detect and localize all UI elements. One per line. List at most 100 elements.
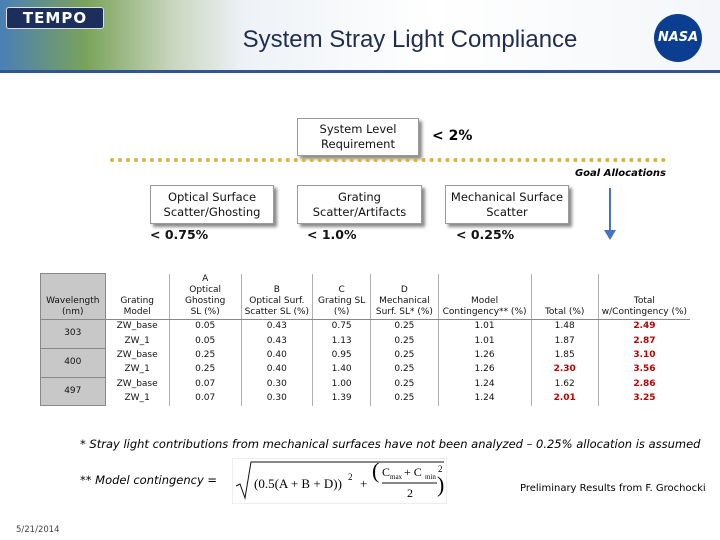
data-cell: 0.25	[370, 319, 439, 334]
header-band	[0, 0, 720, 72]
formula-denominator: 2	[407, 486, 413, 500]
data-cell: 0.40	[240, 362, 313, 378]
header-cell: Total w/Contingency (%)	[597, 273, 690, 320]
formula-sub: max	[390, 473, 403, 481]
data-cell: ZW_base	[104, 348, 170, 363]
formula-power: 2	[348, 472, 353, 482]
header-cell: D Mechanical Surf. SL* (%)	[370, 273, 439, 320]
header-line: Contingency** (%)	[442, 306, 527, 317]
header-cell: Total (%)	[530, 273, 599, 320]
data-cell: 2.87	[597, 333, 690, 349]
data-cell: 0.07	[168, 391, 242, 406]
data-row: ZW_1 0.05 0.43 1.13 0.25 1.01 1.87 2.87	[41, 333, 690, 349]
data-cell: 0.25	[370, 391, 439, 406]
data-cell: 2.49	[597, 319, 690, 334]
data-cell: 1.26	[437, 362, 532, 378]
header-cell: C Grating SL (%)	[312, 273, 371, 320]
data-row: ZW_1 0.07 0.30 1.39 0.25 1.24 2.01 3.25	[41, 391, 690, 406]
data-cell: 0.25	[370, 362, 439, 378]
data-cell: 1.62	[530, 377, 599, 392]
data-cell: 1.48	[530, 319, 599, 334]
header-rule	[0, 70, 720, 73]
allocation-value: < 1.0%	[307, 227, 357, 242]
header-line: Optical Surf.	[249, 295, 305, 306]
data-cell: 1.01	[437, 333, 532, 349]
data-cell: 1.40	[312, 362, 371, 378]
formula-sub: min	[425, 473, 436, 481]
header-line: Total (%)	[544, 306, 585, 317]
goal-label: Goal Allocations	[574, 168, 666, 179]
header-line: Grating	[120, 295, 154, 306]
title: System Stray Light Compliance	[242, 26, 578, 53]
requirement-box: System Level Requirement	[297, 118, 419, 156]
data-cell: ZW_base	[104, 319, 170, 334]
data-cell: 3.56	[597, 362, 690, 378]
data-cell: 1.24	[437, 391, 532, 406]
data-row: ZW_1 0.25 0.40 1.40 0.25 1.26 2.30 3.56	[41, 362, 690, 378]
header-line: Mechanical	[379, 295, 430, 306]
data-row: 497 ZW_base 0.07 0.30 1.00 0.25 1.24 1.62 2.86	[40, 376, 690, 407]
column-letter: B	[273, 284, 280, 295]
header-line: Total	[633, 295, 655, 306]
data-cell: 0.25	[370, 377, 439, 392]
data-cell: 2.01	[530, 391, 599, 406]
formula-frame	[232, 458, 447, 504]
arrow-head	[604, 230, 616, 240]
data-cell: 1.85	[530, 348, 599, 363]
data-cell: 0.75	[312, 319, 371, 334]
formula-term: (0.5(A + B + D))	[254, 476, 342, 491]
allocation-box: Optical Surface Scatter/Ghosting	[150, 185, 274, 224]
data-cell: 1.87	[530, 333, 599, 349]
data-cell: 1.24	[437, 377, 532, 392]
radical	[235, 461, 444, 500]
data-cell: ZW_1	[104, 391, 170, 406]
data-row: 400 ZW_base 0.25 0.40 0.95 0.25 1.26 1.85 3.10	[40, 347, 690, 378]
wavelength-cell: 497	[40, 376, 106, 407]
data-cell: 0.40	[240, 348, 313, 363]
data-cell: 3.25	[597, 391, 690, 406]
data-cell: 3.10	[597, 348, 690, 363]
agency-logo: NASA	[654, 14, 702, 62]
formula-term: C	[382, 465, 390, 479]
allocation-value: < 0.75%	[150, 227, 209, 242]
header-cell: B Optical Surf. Scatter SL (%)	[240, 273, 313, 320]
requirement-value: < 2%	[432, 128, 473, 144]
wavelength-cell: 303	[40, 318, 106, 349]
header-cell: Model Contingency** (%)	[437, 273, 532, 320]
footnote: * Stray light contributions from mechani…	[80, 437, 701, 451]
dotted-divider	[110, 158, 666, 162]
data-cell: 1.01	[437, 319, 532, 334]
data-cell: 0.25	[168, 348, 242, 363]
paren: (	[372, 458, 379, 483]
allocation-box: Mechanical Surface Scatter	[445, 185, 569, 224]
header-line: Scatter SL (%)	[244, 306, 310, 317]
header-line: Wavelength	[46, 295, 100, 306]
header-cell: Grating Model	[104, 273, 170, 320]
header-line: (nm)	[62, 306, 84, 317]
data-cell: 0.95	[312, 348, 371, 363]
data-cell: 1.39	[312, 391, 371, 406]
header-line: Grating SL	[318, 295, 366, 306]
logo: TEMPO	[6, 7, 104, 29]
data-cell: ZW_1	[104, 333, 170, 349]
data-cell: 0.43	[240, 319, 313, 334]
data-cell: ZW_1	[104, 362, 170, 378]
header-row: Wavelength (nm) Grating Model A Optical Ghost…	[40, 273, 690, 320]
header-cell: Wavelength (nm)	[40, 273, 106, 320]
allocation-box: Grating Scatter/Artifacts	[297, 185, 422, 224]
data-cell: 1.00	[312, 377, 371, 392]
header-line: SL (%)	[190, 306, 220, 317]
data-cell: 0.05	[168, 319, 242, 334]
formula: (0.5(A + B + D)) 2 + ( C max + C min 2 )…	[232, 458, 447, 504]
compliance-table: Wavelength (nm) Grating Model A Optical Ghost…	[40, 273, 690, 407]
arrow	[604, 188, 616, 240]
data-cell: 0.25	[168, 362, 242, 378]
paren: )	[437, 472, 444, 497]
header-line: Model	[123, 306, 151, 317]
allocation-value: < 0.25%	[456, 227, 515, 242]
date: 5/21/2014	[16, 525, 60, 535]
data-cell: 0.05	[168, 333, 242, 349]
footnote: ** Model contingency =	[80, 473, 218, 487]
data-cell: 1.26	[437, 348, 532, 363]
